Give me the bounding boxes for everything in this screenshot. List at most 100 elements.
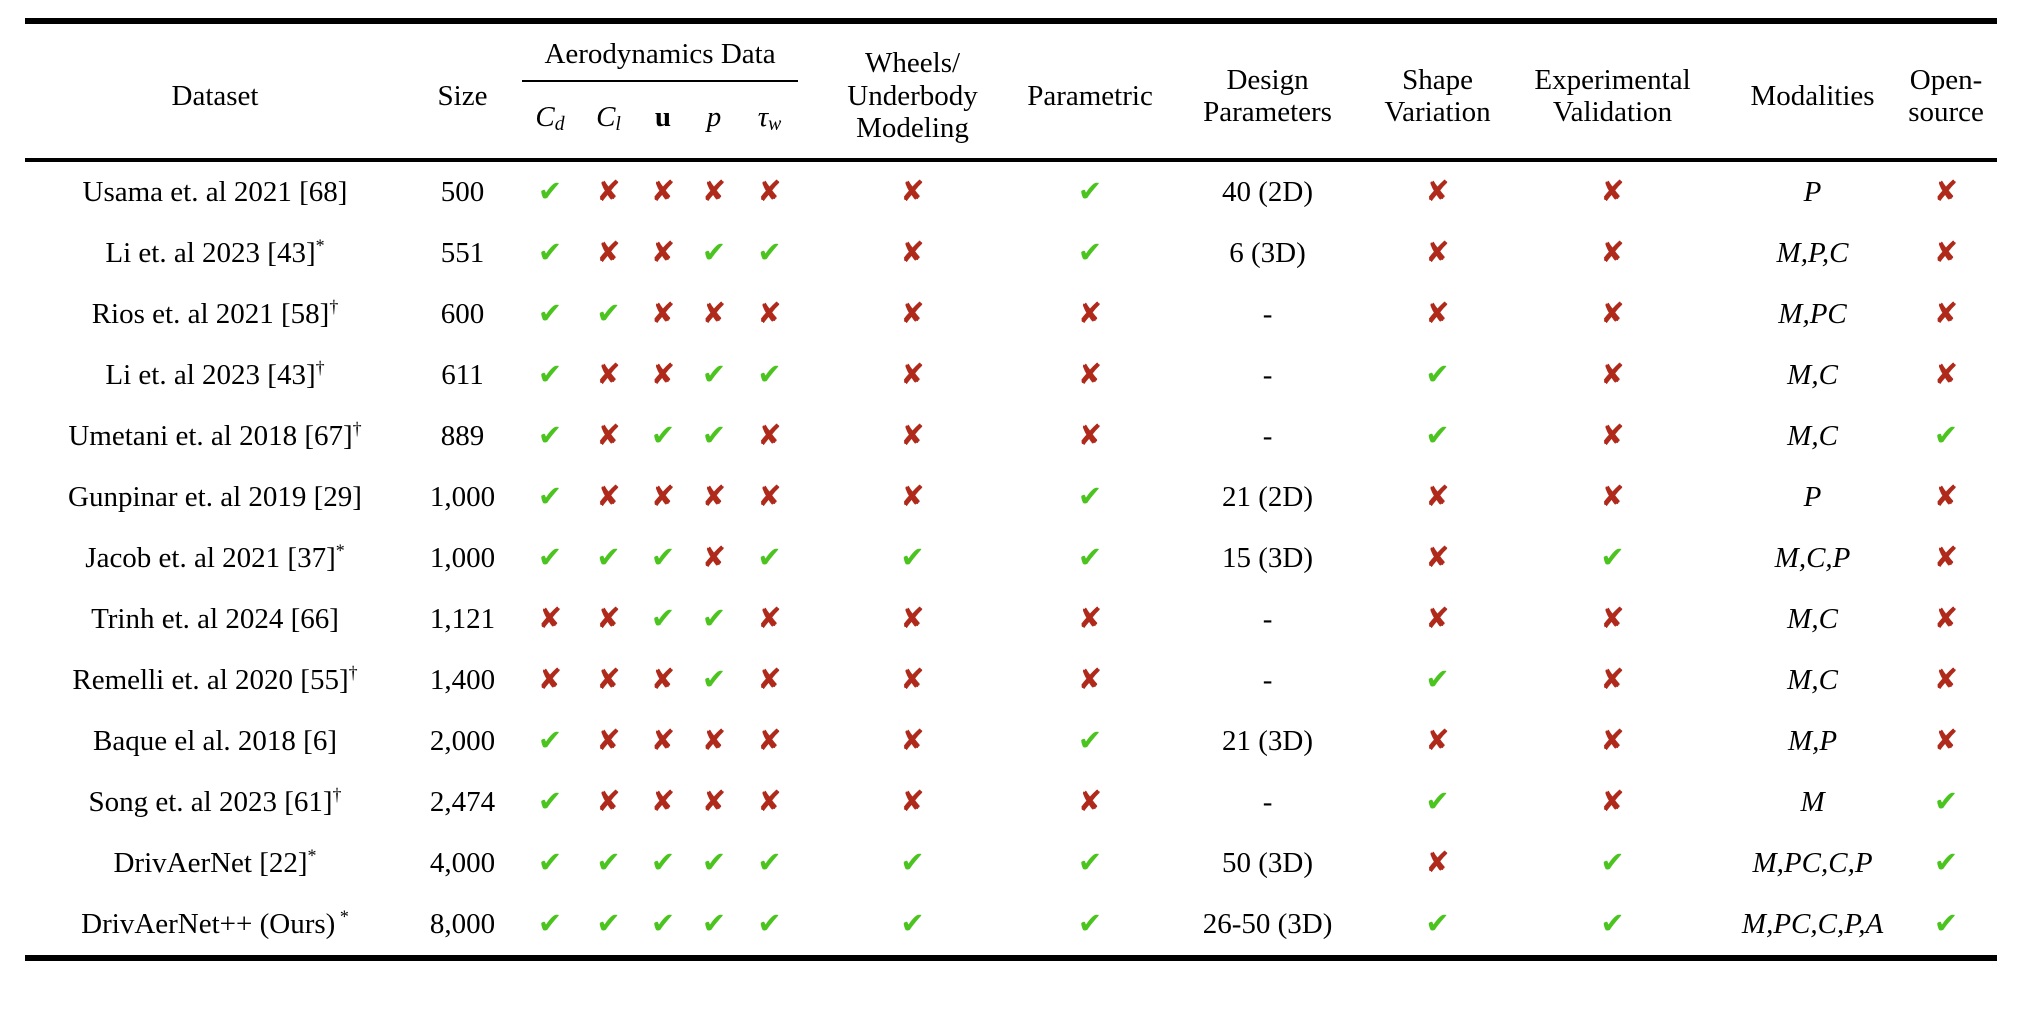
table-row: Li et. al 2023 [43]* 551 ✔ ✘ ✘ ✔ ✔ ✘ ✔ 6 (3D) ✘ ✘ M,… <box>25 223 1997 284</box>
cell-design-parameters: - <box>1262 298 1273 330</box>
cell-experimental-validation: ✘ <box>1495 711 1730 772</box>
check-icon: ✔ <box>701 906 727 940</box>
cell-u: ✘ <box>637 467 689 528</box>
check-icon: ✔ <box>757 235 782 269</box>
cell-modalities: P <box>1803 481 1822 513</box>
check-icon: ✔ <box>701 235 727 269</box>
cell-design-parameters: - <box>1262 420 1273 452</box>
cell-shape-variation: ✘ <box>1380 528 1495 589</box>
check-icon: ✔ <box>537 845 563 879</box>
dataset-marker: † <box>329 296 339 317</box>
col-header-experimental-validation: Experimental Validation <box>1534 63 1691 128</box>
cell-cl: ✔ <box>580 284 637 345</box>
cell-cl: ✘ <box>580 467 637 528</box>
cell-open-source: ✘ <box>1895 160 1997 223</box>
cross-icon: ✘ <box>650 723 676 757</box>
cell-dataset: Jacob et. al 2021 [37]* <box>85 540 345 574</box>
cross-icon: ✘ <box>650 357 676 391</box>
cell-parametric: ✔ <box>1025 833 1155 894</box>
check-icon: ✔ <box>596 296 621 330</box>
cross-icon: ✘ <box>596 662 621 696</box>
cross-icon: ✘ <box>900 723 925 757</box>
check-icon: ✔ <box>1600 845 1625 879</box>
cell-dataset: DrivAerNet++ (Ours) * <box>81 906 349 940</box>
cross-icon: ✘ <box>596 418 621 452</box>
cell-cl: ✘ <box>580 711 637 772</box>
check-icon: ✔ <box>900 906 925 940</box>
check-icon: ✔ <box>537 784 563 818</box>
cross-icon: ✘ <box>596 235 621 269</box>
check-icon: ✔ <box>1077 479 1103 513</box>
check-icon: ✔ <box>1077 723 1103 757</box>
cross-icon: ✘ <box>757 601 782 635</box>
cell-size: 2,000 <box>429 725 496 757</box>
cell-modalities: M,C <box>1787 420 1838 452</box>
col-header-parametric: Parametric <box>1027 79 1153 112</box>
cell-dataset: Usama et. al 2021 [68] <box>82 176 348 208</box>
cell-size: 600 <box>440 298 485 330</box>
cell-shape-variation: ✔ <box>1380 345 1495 406</box>
cell-p: ✘ <box>689 160 739 223</box>
cell-modalities: M,PC <box>1778 298 1847 330</box>
cell-p: ✘ <box>689 467 739 528</box>
cross-icon: ✘ <box>1077 662 1103 696</box>
col-header-cl: Cl <box>596 100 621 136</box>
table-row: DrivAerNet [22]* 4,000 ✔ ✔ ✔ ✔ ✔ ✔ ✔ 50 (3D) ✘ ✔ M,P… <box>25 833 1997 894</box>
table-row: Jacob et. al 2021 [37]* 1,000 ✔ ✔ ✔ ✘ ✔ ✔ ✔ 15 (3… <box>25 528 1997 589</box>
check-icon: ✔ <box>1077 906 1103 940</box>
cell-design-parameters: 6 (3D) <box>1229 237 1306 269</box>
cross-icon: ✘ <box>900 296 925 330</box>
cell-parametric: ✘ <box>1025 406 1155 467</box>
cell-cd: ✘ <box>520 589 580 650</box>
cross-icon: ✘ <box>1425 845 1450 879</box>
cell-cd: ✔ <box>520 345 580 406</box>
cell-parametric: ✘ <box>1025 284 1155 345</box>
cross-icon: ✘ <box>757 784 782 818</box>
cell-dataset: Trinh et. al 2024 [66] <box>91 603 339 635</box>
cell-design-parameters: 26-50 (3D) <box>1202 908 1333 940</box>
check-icon: ✔ <box>757 845 782 879</box>
cell-modalities: M,PC,C,P,A <box>1741 908 1884 940</box>
cell-cd: ✔ <box>520 160 580 223</box>
cross-icon: ✘ <box>757 723 782 757</box>
cell-size: 611 <box>441 359 484 391</box>
cell-dataset: Song et. al 2023 [61]† <box>88 784 342 818</box>
cell-cl: ✔ <box>580 833 637 894</box>
cross-icon: ✘ <box>1933 296 1959 330</box>
cell-u: ✘ <box>637 711 689 772</box>
check-icon: ✔ <box>537 479 563 513</box>
check-icon: ✔ <box>537 723 563 757</box>
check-icon: ✔ <box>701 845 727 879</box>
cell-cl: ✘ <box>580 650 637 711</box>
check-icon: ✔ <box>537 418 563 452</box>
cell-cl: ✔ <box>580 894 637 958</box>
check-icon: ✔ <box>1600 540 1625 574</box>
cell-p: ✔ <box>689 833 739 894</box>
cell-dataset: Gunpinar et. al 2019 [29] <box>68 481 362 513</box>
col-header-tau-w: τw <box>757 100 782 136</box>
cross-icon: ✘ <box>701 296 727 330</box>
table-header: Dataset Size Aerodynamics Data Wheels/ U… <box>25 21 1998 160</box>
cell-experimental-validation: ✘ <box>1495 772 1730 833</box>
cell-size: 2,474 <box>429 786 496 818</box>
cell-size: 1,400 <box>429 664 496 696</box>
cell-wheels: ✘ <box>800 223 1025 284</box>
cell-size: 1,121 <box>429 603 496 635</box>
cross-icon: ✘ <box>900 601 925 635</box>
cell-modalities: M,C <box>1787 664 1838 696</box>
col-header-open-source: Open- source <box>1908 63 1984 128</box>
cell-tau-w: ✔ <box>739 223 800 284</box>
cell-shape-variation: ✘ <box>1380 833 1495 894</box>
cell-u: ✔ <box>637 528 689 589</box>
cell-tau-w: ✘ <box>739 284 800 345</box>
cross-icon: ✘ <box>596 784 621 818</box>
cell-dataset: Remelli et. al 2020 [55]† <box>72 662 358 696</box>
cell-dataset: Li et. al 2023 [43]† <box>105 357 325 391</box>
cell-u: ✘ <box>637 772 689 833</box>
cross-icon: ✘ <box>757 479 782 513</box>
cell-design-parameters: - <box>1262 664 1273 696</box>
cross-icon: ✘ <box>900 479 925 513</box>
cross-icon: ✘ <box>1933 540 1959 574</box>
cell-design-parameters: - <box>1262 359 1273 391</box>
cell-p: ✔ <box>689 894 739 958</box>
